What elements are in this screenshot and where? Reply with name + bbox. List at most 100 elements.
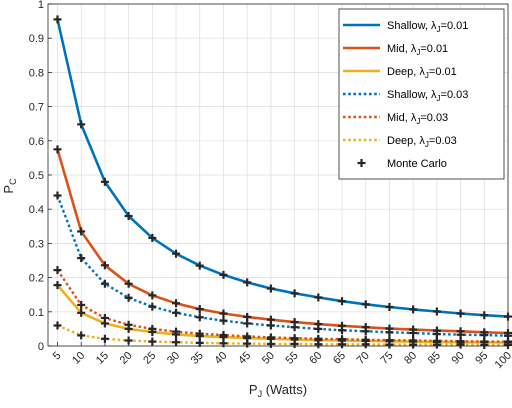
x-tick-label: 10 <box>70 350 87 367</box>
monte-carlo-marker <box>148 302 157 311</box>
x-axis-label-unit: (Watts) <box>262 382 307 397</box>
monte-carlo-marker <box>100 313 109 322</box>
legend-entry-2: Deep, λJ=0.01 <box>387 66 457 80</box>
x-axis-label: PJ (Watts) <box>249 382 307 399</box>
monte-carlo-marker <box>338 326 347 335</box>
x-tick-label: 30 <box>165 350 182 367</box>
monte-carlo-marker <box>219 309 228 318</box>
monte-carlo-marker <box>432 340 441 349</box>
x-tick-label: 75 <box>378 350 395 367</box>
x-tick-label: 15 <box>94 350 111 367</box>
monte-carlo-marker <box>148 233 157 242</box>
monte-carlo-marker <box>53 15 62 24</box>
monte-carlo-marker <box>100 334 109 343</box>
monte-carlo-marker <box>148 291 157 300</box>
x-tick-label: 45 <box>236 350 253 367</box>
legend-entry-monte-carlo: Monte Carlo <box>387 158 447 170</box>
y-axis-label-sub: C <box>8 178 18 185</box>
monte-carlo-marker <box>172 308 181 317</box>
monte-carlo-marker <box>480 311 489 320</box>
x-tick-label: 50 <box>260 350 277 367</box>
monte-carlo-marker <box>357 159 366 167</box>
monte-carlo-marker <box>243 319 252 328</box>
y-tick-label: 0.2 <box>29 273 44 285</box>
monte-carlo-marker <box>432 330 441 339</box>
monte-carlo-marker <box>195 313 204 322</box>
x-tick-label: 55 <box>284 350 301 367</box>
monte-carlo-marker <box>409 329 418 338</box>
monte-carlo-marker <box>338 340 347 349</box>
monte-carlo-marker <box>338 297 347 306</box>
legend-entry-3: Shallow, λJ=0.03 <box>387 89 468 103</box>
monte-carlo-marker <box>195 305 204 314</box>
x-tick-label: 80 <box>402 350 419 367</box>
monte-carlo-marker <box>314 324 323 333</box>
monte-carlo-marker <box>361 327 370 336</box>
y-tick-label: 0.3 <box>29 238 44 250</box>
monte-carlo-marker <box>314 293 323 302</box>
monte-carlo-marker <box>53 145 62 154</box>
plot-frame <box>47 3 509 347</box>
monte-carlo-marker <box>243 332 252 341</box>
monte-carlo-marker <box>195 261 204 270</box>
x-tick-label: 20 <box>118 350 135 367</box>
monte-carlo-marker <box>172 249 181 258</box>
monte-carlo-marker <box>77 331 86 340</box>
monte-carlo-marker <box>124 212 133 221</box>
y-axis-label: PC <box>1 178 18 194</box>
legend-entry-5: Deep, λJ=0.03 <box>387 135 457 149</box>
monte-carlo-marker <box>290 289 299 298</box>
monte-carlo-marker <box>361 300 370 309</box>
y-tick-label: 0.4 <box>29 204 44 216</box>
monte-carlo-marker <box>219 270 228 279</box>
monte-carlo-marker <box>77 227 86 236</box>
y-tick-label: 0 <box>38 341 44 353</box>
monte-carlo-marker <box>124 336 133 345</box>
monte-carlo-marker <box>456 340 465 349</box>
monte-carlo-marker <box>409 305 418 314</box>
y-axis-label-main: P <box>1 185 16 194</box>
legend-box <box>338 8 505 180</box>
x-tick-label: 90 <box>450 350 467 367</box>
x-tick-label: 95 <box>473 350 490 367</box>
monte-carlo-marker <box>124 320 133 329</box>
monte-carlo-marker <box>53 321 62 330</box>
monte-carlo-marker <box>314 340 323 349</box>
monte-carlo-marker <box>77 308 86 317</box>
monte-carlo-marker <box>266 339 275 348</box>
monte-carlo-marker <box>124 293 133 302</box>
y-tick-label: 0.6 <box>29 136 44 148</box>
monte-carlo-marker <box>385 340 394 349</box>
monte-carlo-marker <box>266 284 275 293</box>
monte-carlo-marker <box>172 299 181 308</box>
x-tick-label: 100 <box>493 350 512 371</box>
x-tick-label: 40 <box>212 350 229 367</box>
legend-entry-1: Mid, λJ=0.01 <box>387 43 448 57</box>
y-tick-label: 0.5 <box>29 170 44 182</box>
monte-carlo-marker <box>409 340 418 349</box>
monte-carlo-marker <box>100 261 109 270</box>
x-tick-label: 60 <box>307 350 324 367</box>
monte-carlo-marker <box>100 177 109 186</box>
monte-carlo-marker <box>100 279 109 288</box>
x-axis-label-main: P <box>249 382 258 397</box>
monte-carlo-marker <box>456 309 465 318</box>
legend-entry-0: Shallow, λJ=0.01 <box>387 20 468 34</box>
monte-carlo-marker <box>148 324 157 333</box>
x-tick-label: 65 <box>331 350 348 367</box>
monte-carlo-marker <box>124 279 133 288</box>
x-axis-label-sub: J <box>258 389 263 399</box>
legend-entry-4: Mid, λJ=0.03 <box>387 112 448 126</box>
legend: Shallow, λJ=0.01 Mid, λJ=0.01 Deep, λJ=0.0… <box>338 8 505 180</box>
y-tick-label: 0.7 <box>29 102 44 114</box>
x-tick-label: 5 <box>51 350 64 363</box>
monte-carlo-marker <box>53 266 62 275</box>
x-tick-label: 35 <box>189 350 206 367</box>
monte-carlo-marker <box>195 338 204 347</box>
monte-carlo-marker <box>53 191 62 200</box>
monte-carlo-marker <box>290 323 299 332</box>
monte-carlo-marker <box>53 281 62 290</box>
monte-carlo-marker <box>290 339 299 348</box>
x-tick-label: 70 <box>355 350 372 367</box>
monte-carlo-marker <box>480 340 489 349</box>
